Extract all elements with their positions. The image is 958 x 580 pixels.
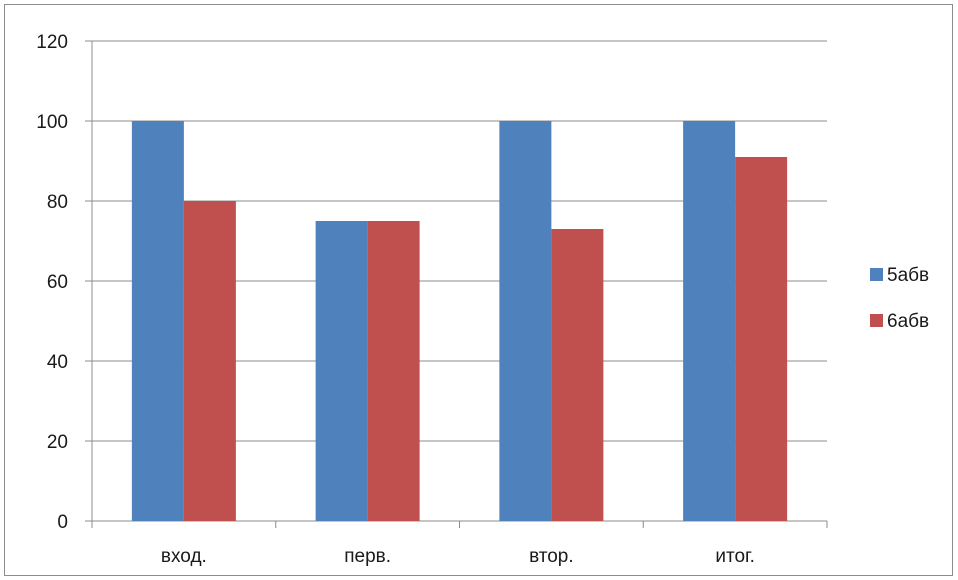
x-tick-label: итог.	[715, 546, 755, 567]
y-tick-label: 80	[47, 192, 68, 213]
bar-5абв-перв.	[315, 221, 368, 521]
bar-5абв-втор.	[499, 121, 552, 521]
legend-label: 6абв	[887, 311, 929, 332]
y-tick-label: 60	[47, 272, 68, 293]
bar-6абв-вход.	[183, 201, 236, 521]
bar-6абв-перв.	[367, 221, 420, 521]
bar-6абв-втор.	[551, 229, 604, 521]
legend-label: 5абв	[887, 265, 929, 286]
legend-swatch	[870, 268, 883, 281]
y-tick-label: 100	[36, 112, 68, 133]
x-tick-label: втор.	[529, 546, 574, 567]
legend-swatch	[870, 314, 883, 327]
y-tick-label: 40	[47, 352, 68, 373]
bar-5абв-итог.	[683, 121, 736, 521]
bar-6абв-итог.	[735, 157, 788, 521]
x-tick-label: перв.	[344, 546, 391, 567]
y-tick-label: 20	[47, 432, 68, 453]
y-tick-label: 120	[36, 32, 68, 53]
y-tick-label: 0	[57, 512, 68, 533]
bar-5абв-вход.	[131, 121, 184, 521]
x-tick-label: вход.	[161, 546, 207, 567]
